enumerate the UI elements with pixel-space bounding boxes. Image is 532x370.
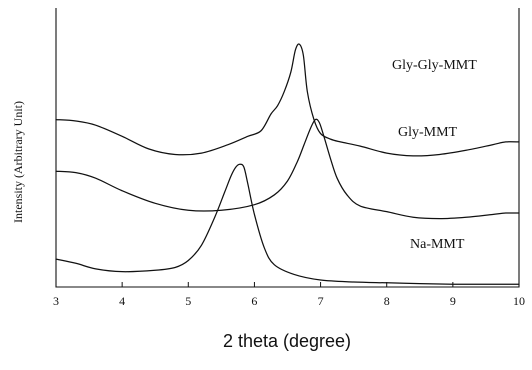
x-tick-label: 5: [185, 294, 191, 308]
plot-frame: [55, 8, 520, 288]
series-line-gly-mmt: [55, 118, 520, 220]
x-tick-label: 4: [119, 294, 125, 308]
series-label-layer: Gly-Gly-MMT Gly-MMT Na-MMT: [392, 58, 477, 252]
y-axis-title-group: Intensity (Arbitrary Unit): [11, 101, 25, 223]
series-label-na-mmt: Na-MMT: [410, 237, 465, 252]
x-tick-label: 3: [53, 294, 59, 308]
axes-layer: 3 4 5 6 7 8 9 10: [53, 8, 525, 308]
x-tick-label: 8: [384, 294, 390, 308]
series-layer: [55, 43, 520, 285]
y-axis-title: Intensity (Arbitrary Unit): [11, 101, 25, 223]
series-label-gly-mmt: Gly-MMT: [398, 125, 458, 140]
series-label-gly-gly-mmt: Gly-Gly-MMT: [392, 58, 477, 73]
x-tick-label: 7: [318, 294, 324, 308]
x-axis-title: 2 theta (degree): [223, 331, 351, 351]
x-tick-label: 9: [450, 294, 456, 308]
x-tick-label: 6: [251, 294, 257, 308]
series-line-na-mmt: [55, 163, 520, 285]
x-tick-label: 10: [513, 294, 525, 308]
series-line-gly-gly-mmt: [55, 43, 520, 157]
